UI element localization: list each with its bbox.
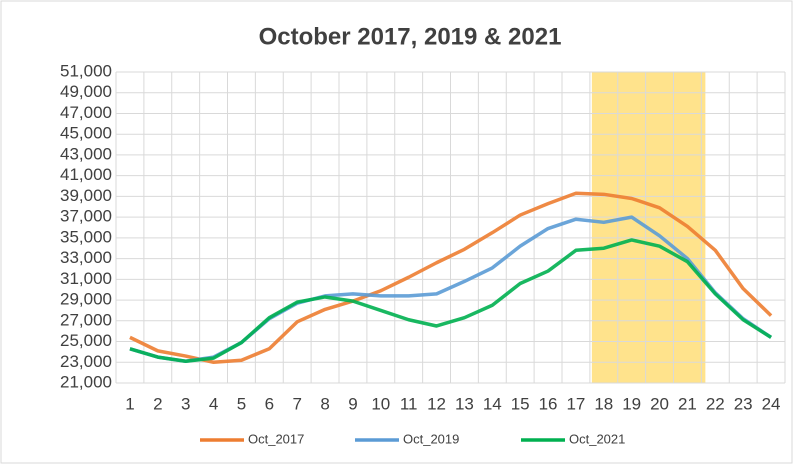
x-tick-label: 12 [427, 394, 446, 413]
x-tick-label: 19 [622, 394, 641, 413]
x-tick-label: 17 [566, 394, 585, 413]
x-tick-label: 3 [181, 394, 190, 413]
x-tick-label: 7 [292, 394, 301, 413]
x-tick-label: 10 [371, 394, 390, 413]
x-tick-label: 16 [539, 394, 558, 413]
y-tick-label: 43,000 [60, 144, 112, 163]
x-tick-label: 24 [762, 394, 781, 413]
y-tick-label: 31,000 [60, 269, 112, 288]
x-tick-label: 13 [455, 394, 474, 413]
y-tick-label: 37,000 [60, 207, 112, 226]
y-tick-label: 25,000 [60, 331, 112, 350]
x-tick-label: 20 [650, 394, 669, 413]
y-tick-label: 23,000 [60, 352, 112, 371]
x-tick-label: 14 [483, 394, 502, 413]
x-tick-label: 21 [678, 394, 697, 413]
x-tick-label: 15 [511, 394, 530, 413]
y-tick-label: 33,000 [60, 248, 112, 267]
legend-label: Oct_2017 [248, 431, 304, 446]
y-tick-label: 27,000 [60, 310, 112, 329]
y-tick-label: 41,000 [60, 165, 112, 184]
x-tick-label: 11 [400, 394, 418, 413]
x-tick-label: 18 [594, 394, 613, 413]
x-tick-label: 4 [209, 394, 218, 413]
series-line [129, 191, 773, 365]
x-tick-label: 1 [125, 394, 134, 413]
x-tick-label: 5 [237, 394, 246, 413]
x-tick-label: 9 [348, 394, 357, 413]
x-tick-label: 22 [706, 394, 725, 413]
y-tick-label: 47,000 [60, 103, 112, 122]
x-tick-label: 23 [734, 394, 753, 413]
y-tick-label: 21,000 [60, 372, 112, 391]
y-tick-label: 29,000 [60, 290, 112, 309]
y-tick-label: 49,000 [60, 82, 112, 101]
x-tick-label: 8 [320, 394, 329, 413]
y-tick-label: 51,000 [60, 61, 112, 80]
legend-label: Oct_2021 [569, 431, 625, 446]
legend-label: Oct_2019 [403, 431, 459, 446]
chart-title: October 2017, 2019 & 2021 [259, 23, 562, 50]
y-tick-label: 35,000 [60, 227, 112, 246]
x-tick-label: 2 [153, 394, 162, 413]
y-tick-label: 45,000 [60, 124, 112, 143]
series-line [129, 238, 772, 363]
y-tick-label: 39,000 [60, 186, 112, 205]
x-tick-label: 6 [265, 394, 274, 413]
